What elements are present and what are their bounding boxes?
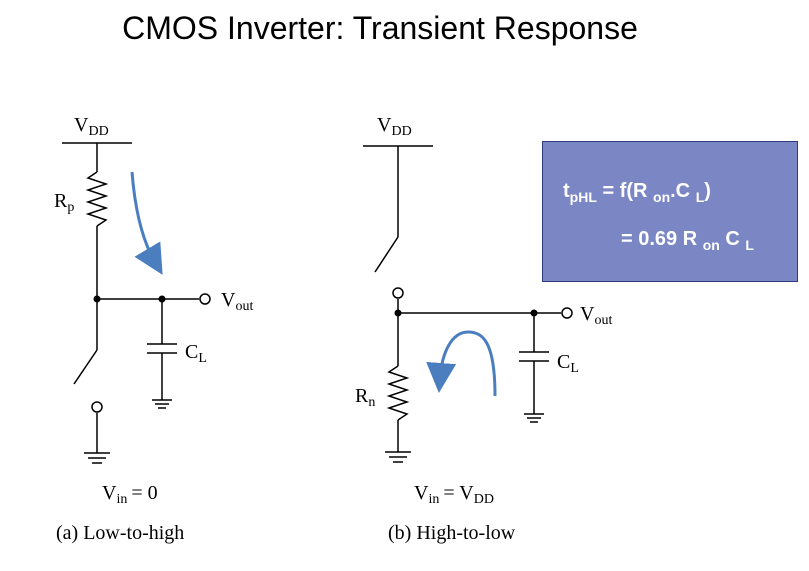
- switch-b-contact: [392, 287, 404, 299]
- vout-terminal-b: [561, 307, 573, 319]
- circuit-b: [363, 145, 573, 463]
- switch-a-contact: [91, 401, 103, 413]
- label-vdd-a: VDD: [74, 114, 109, 139]
- equation-line-1: tpHL = f(R on.C L): [563, 180, 711, 205]
- label-vin-b: Vin = VDD: [414, 482, 494, 507]
- equation-line-2: = 0.69 R on C L: [621, 228, 754, 253]
- junction-b-2: [530, 309, 538, 317]
- label-vout-b: Vout: [580, 303, 612, 328]
- label-rp: Rp: [54, 190, 74, 215]
- resistor-rn: [386, 365, 410, 421]
- equation-box: tpHL = f(R on.C L) = 0.69 R on C L: [542, 141, 798, 282]
- circuit-a: [62, 142, 211, 464]
- junction-b-1: [394, 309, 402, 317]
- label-rn: Rn: [355, 385, 375, 410]
- switch-b-open: [374, 236, 399, 273]
- label-cl-a: CL: [185, 341, 207, 366]
- caption-b: (b) High-to-low: [388, 522, 516, 544]
- label-vdd-b: VDD: [377, 114, 412, 139]
- junction-a-1: [93, 295, 101, 303]
- caption-a: (a) Low-to-high: [56, 522, 184, 544]
- current-arrow-a: [130, 171, 163, 275]
- resistor-rp: [85, 171, 109, 227]
- label-cl-b: CL: [557, 351, 579, 376]
- label-vin-a: Vin = 0: [102, 482, 158, 507]
- switch-a-open: [73, 349, 98, 385]
- vout-terminal-a: [199, 293, 211, 305]
- label-vout-a: Vout: [221, 289, 253, 314]
- slide-title: CMOS Inverter: Transient Response: [122, 10, 638, 46]
- junction-a-2: [158, 295, 166, 303]
- current-arrow-b: [426, 330, 497, 397]
